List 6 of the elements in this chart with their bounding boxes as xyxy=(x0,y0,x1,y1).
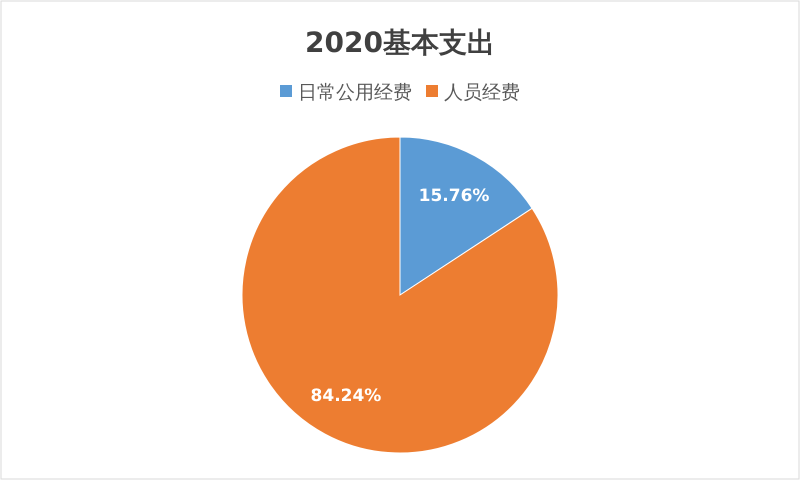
data-label: 84.24% xyxy=(310,386,382,406)
data-label: 15.76% xyxy=(418,186,490,206)
chart-title: 2020基本支出 xyxy=(305,26,495,59)
legend-label: 人员经费 xyxy=(444,82,520,104)
pie-slice xyxy=(242,136,558,454)
legend-label: 日常公用经费 xyxy=(298,82,412,104)
